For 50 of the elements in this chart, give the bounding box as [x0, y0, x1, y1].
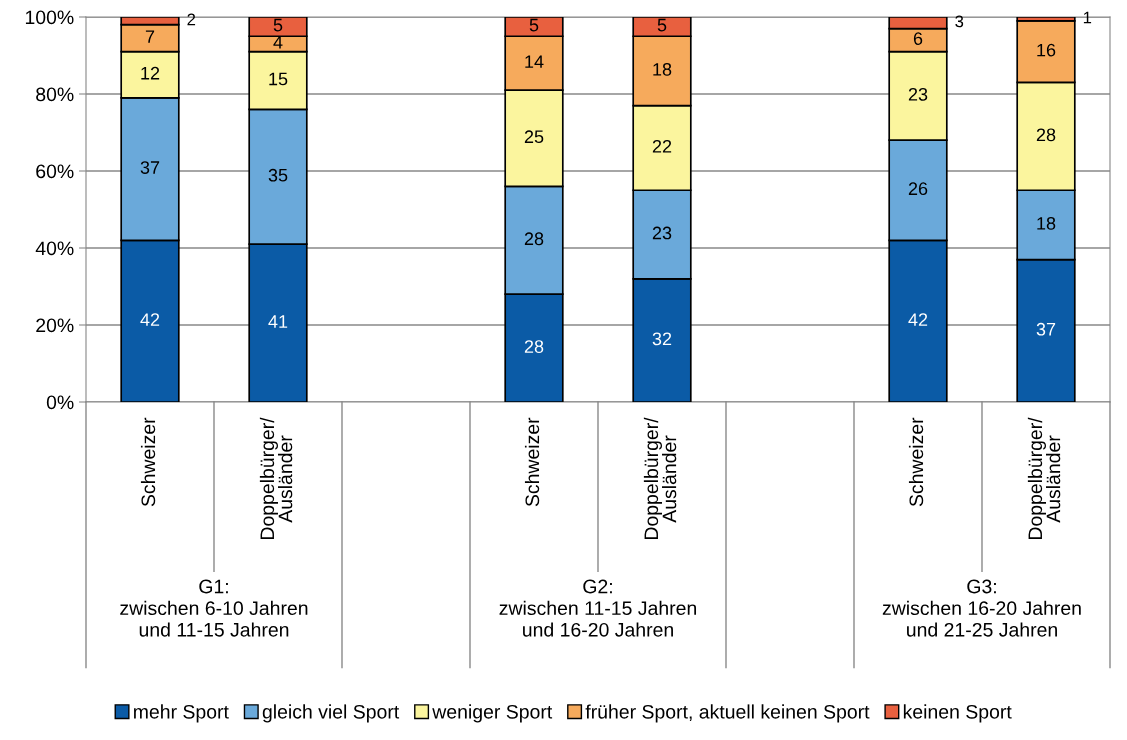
x-tick-label: Doppelbürger/ Ausländer [259, 417, 293, 540]
data-label: 3 [955, 15, 964, 28]
data-label: 6 [913, 32, 923, 45]
text: G1: zwischen 6-10 Jahren und 11-15 Jahren [120, 579, 308, 637]
data-label: 28 [1036, 128, 1056, 142]
y-tick-label: 40% [35, 241, 74, 256]
data-label: 25 [524, 130, 544, 144]
text: G2: zwischen 11-15 Jahren und 16-20 Jahren [499, 579, 697, 637]
x-tick-label: Schweizer [524, 417, 540, 507]
legend-label: weniger Sport [432, 704, 553, 723]
data-label: 7 [145, 30, 155, 43]
x-tick-label: Doppelbürger/ Ausländer [1027, 417, 1061, 540]
data-label: 28 [524, 340, 544, 353]
legend-label: mehr Sport [134, 704, 229, 723]
text: G3: zwischen 16-20 Jahren und 21-25 Jahren [882, 579, 1081, 637]
data-label: 28 [524, 232, 544, 246]
data-label: 22 [652, 139, 672, 153]
data-label: 18 [653, 62, 672, 76]
data-label: 4 [273, 36, 283, 49]
data-label: 14 [525, 55, 544, 68]
data-label: 2 [187, 13, 196, 26]
data-label: 32 [652, 332, 672, 346]
x-tick-label: Schweizer [908, 417, 924, 507]
y-tick-label: 60% [36, 164, 74, 179]
x-tick-label: Schweizer [140, 417, 156, 507]
data-label: 5 [273, 18, 283, 32]
y-tick-label: 80% [36, 87, 74, 102]
data-label: 23 [908, 87, 928, 101]
data-label: 12 [141, 66, 160, 80]
data-label: 5 [657, 18, 667, 32]
data-label: 42 [140, 313, 160, 326]
data-label: 18 [1037, 216, 1056, 230]
y-tick-label: 0% [46, 395, 74, 410]
y-tick-label: 20% [36, 318, 74, 333]
data-label: 23 [652, 226, 672, 240]
data-label: 37 [1036, 322, 1056, 336]
data-label: 35 [268, 168, 288, 182]
legend-label: keinen Sport [903, 704, 1012, 723]
data-label: 15 [269, 72, 288, 86]
data-label: 5 [529, 18, 539, 32]
data-label: 41 [268, 315, 288, 328]
legend-label: früher Sport, aktuell keinen Sport [585, 704, 870, 723]
data-label: 1 [1083, 11, 1092, 24]
x-tick-label: Doppelbürger/ Ausländer [643, 417, 677, 540]
data-label: 37 [140, 161, 160, 174]
legend-label: gleich viel Sport [262, 704, 400, 723]
data-label: 26 [908, 182, 928, 196]
data-label: 42 [908, 313, 928, 326]
y-tick-label: 100% [25, 10, 74, 25]
data-label: 16 [1037, 43, 1056, 57]
